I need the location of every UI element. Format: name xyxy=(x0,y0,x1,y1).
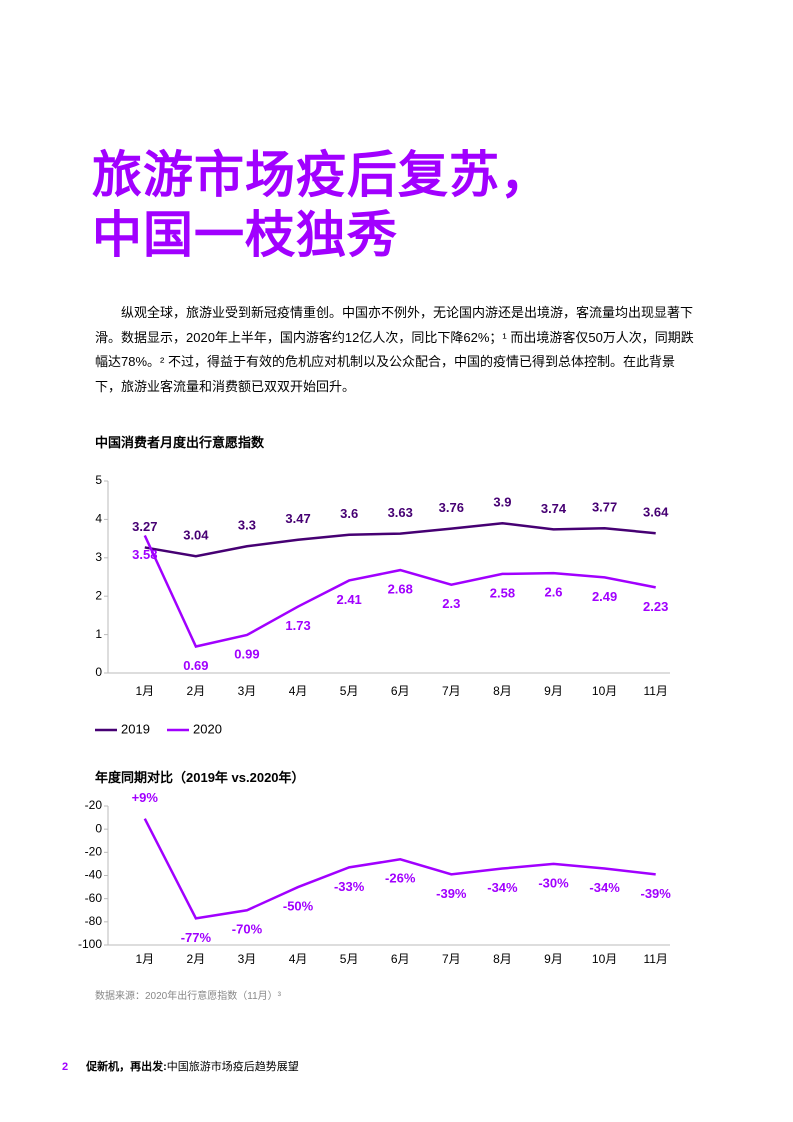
data-line xyxy=(144,521,656,558)
x-tick-label: 4月 xyxy=(289,684,308,698)
y-tick-label: -60 xyxy=(85,891,103,905)
x-tick-label: 4月 xyxy=(289,952,308,966)
x-tick-label: 6月 xyxy=(391,952,410,966)
y-tick-label: 1 xyxy=(95,627,102,641)
data-line xyxy=(143,535,656,648)
x-tick-label: 10月 xyxy=(592,684,617,698)
data-label: 3.77 xyxy=(592,500,617,515)
data-label: 0.99 xyxy=(234,646,259,661)
x-tick-label: 9月 xyxy=(544,952,563,966)
title-line: 中国一枝独秀 xyxy=(92,207,398,263)
x-tick-label: 3月 xyxy=(238,952,257,966)
data-label: 2.68 xyxy=(388,582,413,597)
x-tick-label: 5月 xyxy=(340,684,359,698)
data-label: 2.41 xyxy=(336,592,361,607)
chart-title: 年度同期对比（2019年 vs.2020年） xyxy=(95,770,305,785)
y-tick-label: 0 xyxy=(95,665,102,679)
y-tick-label: -80 xyxy=(85,914,103,928)
y-tick-label: -100 xyxy=(78,937,102,951)
data-label: 3.04 xyxy=(183,528,209,543)
x-tick-label: 8月 xyxy=(493,684,512,698)
page-number: 2 xyxy=(62,1061,69,1073)
data-label: 3.64 xyxy=(643,505,669,520)
data-label: -77% xyxy=(181,930,212,945)
x-tick-label: 11月 xyxy=(643,684,667,698)
data-label: 3.3 xyxy=(238,518,256,533)
data-label: 2.49 xyxy=(592,589,617,604)
x-tick-label: 8月 xyxy=(493,952,512,966)
footer-bold: 促新机，再出发: xyxy=(86,1061,167,1073)
data-label: -39% xyxy=(436,886,467,901)
x-tick-label: 3月 xyxy=(238,684,257,698)
data-label: 1.73 xyxy=(285,618,310,633)
y-tick-label: -20 xyxy=(85,798,103,812)
legend-label: 2020 xyxy=(193,721,222,736)
y-tick-label: -20 xyxy=(85,845,103,859)
data-label: 3.9 xyxy=(493,495,511,510)
x-tick-label: 2月 xyxy=(187,952,206,966)
data-label: 2.3 xyxy=(442,596,460,611)
y-tick-label: 5 xyxy=(95,473,102,487)
data-label: 3.27 xyxy=(132,519,157,534)
data-label: -70% xyxy=(232,922,263,937)
x-tick-label: 6月 xyxy=(391,684,410,698)
data-label: 3.6 xyxy=(340,506,358,521)
x-tick-label: 11月 xyxy=(643,952,667,966)
footer-subtitle: 中国旅游市场疫后趋势展望 xyxy=(166,1061,299,1073)
data-label: -26% xyxy=(385,871,416,886)
data-label: 3.63 xyxy=(388,505,413,520)
x-tick-label: 1月 xyxy=(135,684,154,698)
title-line: 旅游市场疫后复苏， xyxy=(92,147,551,203)
data-label: 0.69 xyxy=(183,658,208,673)
data-label: 3.74 xyxy=(541,501,567,516)
data-label: 2.58 xyxy=(490,585,515,600)
data-label: -33% xyxy=(334,879,365,894)
y-tick-label: 4 xyxy=(95,512,102,526)
y-tick-label: 2 xyxy=(95,588,102,602)
chart-title: 中国消费者月度出行意愿指数 xyxy=(95,435,265,450)
y-tick-label: -40 xyxy=(85,868,103,882)
data-label: -34% xyxy=(487,880,518,895)
source: 数据来源：2020年出行意愿指数（11月）³ xyxy=(95,991,281,1002)
data-label: 3.58 xyxy=(132,547,157,562)
data-label: -50% xyxy=(283,899,314,914)
footer: 2 促新机，再出发:中国旅游市场疫后趋势展望 xyxy=(62,1058,299,1074)
legend-label: 2019 xyxy=(121,721,150,736)
data-label: 3.76 xyxy=(439,500,464,515)
x-tick-label: 5月 xyxy=(340,952,359,966)
data-label: 2.6 xyxy=(544,585,562,600)
y-tick-label: 0 xyxy=(95,821,102,835)
data-label: 3.47 xyxy=(285,511,310,526)
data-label: -39% xyxy=(641,886,672,901)
data-label: -34% xyxy=(589,880,620,895)
data-label: +9% xyxy=(132,790,159,805)
x-tick-label: 9月 xyxy=(544,684,563,698)
data-line xyxy=(143,818,656,920)
y-tick-label: 3 xyxy=(95,550,102,564)
x-tick-label: 1月 xyxy=(135,952,154,966)
x-tick-label: 2月 xyxy=(187,684,206,698)
data-label: 2.23 xyxy=(643,599,668,614)
x-tick-label: 10月 xyxy=(592,952,617,966)
x-tick-label: 7月 xyxy=(442,684,461,698)
data-label: -30% xyxy=(538,875,569,890)
x-tick-label: 7月 xyxy=(442,952,461,966)
paragraph: 纵观全球，旅游业受到新冠疫情重创。中国亦不例外，无论国内游还是出境游，客流量均出… xyxy=(95,305,694,394)
